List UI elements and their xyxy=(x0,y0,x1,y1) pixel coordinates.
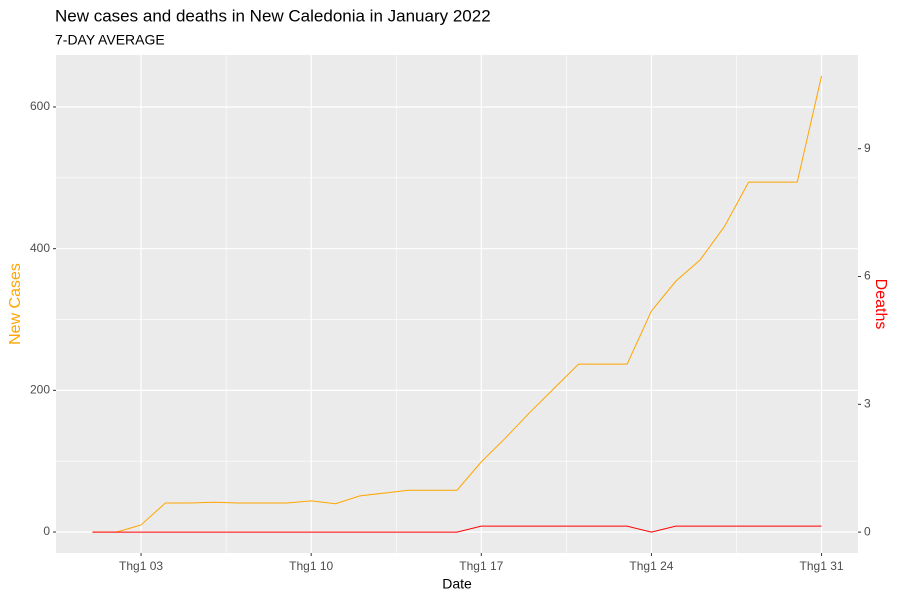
y-tick-label: 400 xyxy=(30,241,50,255)
y2-tick-label: 3 xyxy=(864,396,871,410)
y-tick-label: 600 xyxy=(30,99,50,113)
x-axis-title: Date xyxy=(442,576,472,592)
y2-tick-label: 0 xyxy=(864,524,871,538)
series-line xyxy=(92,75,823,533)
y2-tick-label: 6 xyxy=(864,269,871,283)
chart-subtitle: 7-DAY AVERAGE xyxy=(55,32,165,48)
y-tick-label: 0 xyxy=(43,524,50,538)
y2-tick-label: 9 xyxy=(864,141,871,155)
x-tick-label: Thg1 24 xyxy=(629,559,673,573)
plot-background xyxy=(56,55,858,553)
y2-axis-title: Deaths xyxy=(872,279,889,330)
x-tick-label: Thg1 31 xyxy=(800,559,844,573)
x-tick-label: Thg1 17 xyxy=(459,559,503,573)
x-tick-label: Thg1 10 xyxy=(289,559,333,573)
chart-title: New cases and deaths in New Caledonia in… xyxy=(55,6,491,25)
x-tick-label: Thg1 03 xyxy=(119,559,163,573)
y-axis-title: New Cases xyxy=(7,263,24,345)
series-line xyxy=(92,525,822,533)
y-tick-label: 200 xyxy=(30,383,50,397)
